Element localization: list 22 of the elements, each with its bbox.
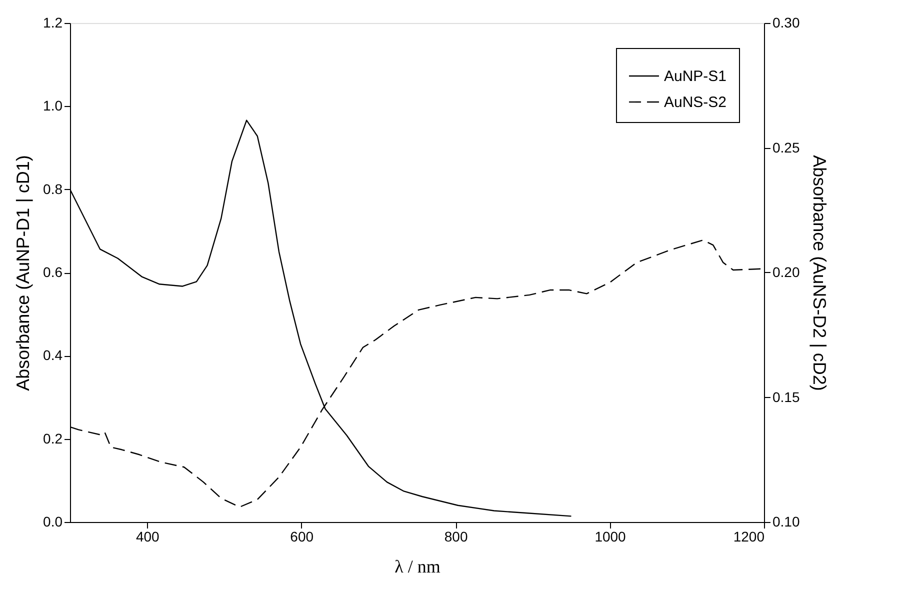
y-tick-label: 1.2: [43, 14, 63, 30]
x-tick-label: 400: [136, 528, 160, 544]
legend-label: AuNP-S1: [664, 68, 727, 85]
y2-tick-label: 0.30: [772, 14, 800, 30]
x-tick-label: 1200: [733, 528, 765, 544]
legend-label: AuNS-S2: [664, 94, 727, 111]
y-tick-label: 0.6: [43, 264, 63, 280]
y-tick-label: 0.8: [43, 180, 63, 197]
y2-axis-title: Absorbance (AuNS-D2 | cD2): [810, 155, 830, 391]
x-tick-label: 1000: [594, 528, 626, 544]
y2-tick-label: 0.20: [772, 264, 800, 280]
y-tick-label: 0.0: [43, 514, 63, 530]
x-tick-label: 600: [290, 528, 314, 544]
y-axis-title: Absorbance (AuNP-D1 | cD1): [13, 155, 34, 391]
y2-tick-label: 0.10: [772, 514, 800, 530]
x-axis-title: λ / nm: [394, 556, 440, 576]
y-tick-label: 0.4: [43, 347, 63, 364]
y-tick-label: 1.0: [43, 98, 63, 114]
y2-tick-label: 0.25: [772, 139, 800, 156]
x-tick-label: 800: [444, 528, 468, 544]
y-tick-label: 0.2: [43, 430, 63, 446]
y2-tick-label: 0.15: [772, 388, 800, 405]
